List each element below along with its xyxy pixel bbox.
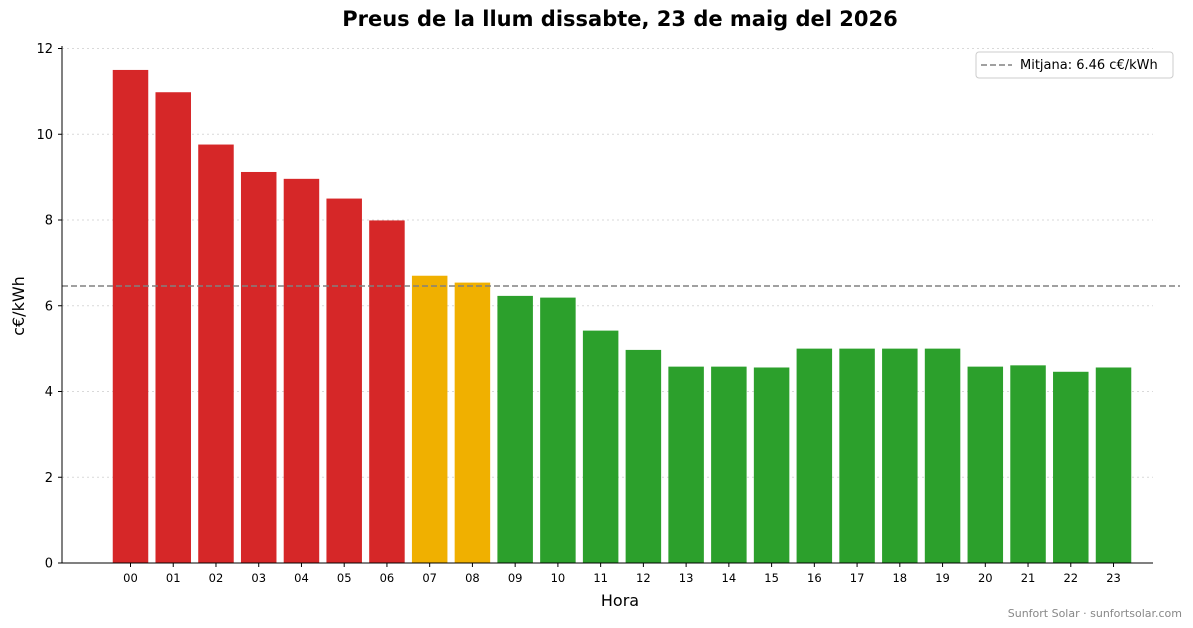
bar-hour-23 [1095,367,1132,563]
x-tick-label: 12 [636,571,651,585]
x-tick-label: 00 [123,571,138,585]
bar-hour-04 [283,178,320,563]
legend-box [975,51,1174,79]
chart-title: Preus de la llum dissabte, 23 de maig de… [342,7,898,31]
x-tick-label: 19 [935,571,950,585]
bar-hour-06 [369,220,405,563]
bar-hour-15 [753,367,790,563]
x-tick-label: 08 [465,571,480,585]
x-tick-label: 03 [251,571,266,585]
y-tick-label: 4 [45,385,53,400]
bars [112,69,1132,564]
bar-hour-01 [155,92,191,564]
x-tick-label: 15 [764,571,779,585]
y-tick-label: 0 [45,557,53,572]
x-tick-label: 07 [422,571,437,585]
x-tick-label: 01 [166,571,181,585]
x-tick-label: 20 [978,571,993,585]
bar-hour-18 [882,348,918,563]
y-tick-label: 10 [36,128,53,143]
footer-credit: Sunfort Solar · sunfortsolar.com [1008,607,1182,620]
bar-hour-03 [240,171,277,564]
bar-hour-16 [796,348,833,563]
x-ticks: 00 01 02 03 04 05 06 07 08 09 10 11 12 13 14 15 16 17 18 19… [123,563,1121,585]
bar-hour-12 [625,349,662,563]
bar-hour-08 [454,282,491,563]
x-tick-label: 09 [508,571,523,585]
y-tick-label: 6 [45,299,53,314]
bar-hour-14 [711,366,747,563]
y-tick-label: 2 [45,471,53,486]
bar-hour-17 [839,348,875,563]
bar-hour-22 [1053,371,1089,563]
x-axis-label: Hora [601,591,639,610]
y-tick-label: 8 [45,214,53,229]
bar-hour-19 [924,348,961,563]
legend: Mitjana: 6.46 c€/kWh [975,51,1174,79]
x-tick-label: 16 [807,571,822,585]
x-tick-label: 11 [593,571,608,585]
bar-hour-09 [497,295,533,563]
bar-hour-02 [198,144,234,564]
x-tick-label: 04 [294,571,309,585]
x-tick-label: 05 [337,571,352,585]
x-tick-label: 10 [551,571,566,585]
x-tick-label: 23 [1106,571,1121,585]
bar-hour-21 [1010,365,1046,563]
x-tick-label: 18 [892,571,907,585]
y-axis-label: c€/kWh [9,276,28,336]
x-tick-label: 13 [679,571,694,585]
x-tick-label: 21 [1021,571,1036,585]
x-tick-label: 14 [722,571,737,585]
y-ticks: 0 2 4 6 8 10 12 [36,42,62,572]
x-tick-label: 06 [380,571,395,585]
bar-hour-00 [112,69,149,563]
x-tick-label: 02 [209,571,224,585]
bar-hour-10 [540,297,576,563]
x-tick-label: 17 [850,571,865,585]
bar-hour-07 [411,275,448,563]
bar-hour-11 [582,330,619,563]
x-tick-label: 22 [1063,571,1078,585]
legend-average-label: Mitjana: 6.46 c€/kWh [1020,58,1158,73]
bar-hour-05 [326,198,362,563]
y-tick-label: 12 [36,42,53,57]
bar-hour-20 [967,366,1004,563]
bar-hour-13 [668,366,704,563]
